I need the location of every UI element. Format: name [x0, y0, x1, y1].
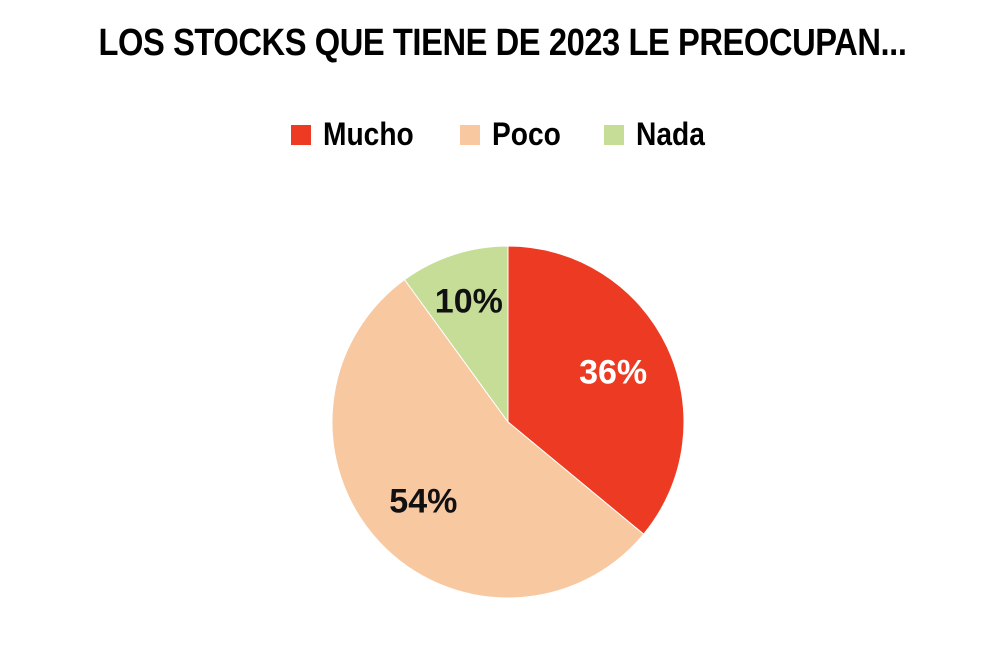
pie-slice-poco: [331, 278, 645, 599]
legend-label-mucho: Mucho: [322, 116, 414, 152]
legend-item-mucho: Mucho: [290, 116, 426, 153]
slice-label-mucho: 36%: [579, 354, 647, 392]
legend-item-poco: Poco: [459, 116, 570, 153]
legend: Mucho Poco Nada: [0, 116, 1005, 153]
slice-label-nada: 10%: [435, 282, 503, 320]
legend-swatch-poco: [459, 124, 480, 145]
legend-label-poco: Poco: [491, 116, 561, 152]
legend-item-nada: Nada: [604, 116, 714, 153]
legend-swatch-nada: [604, 124, 625, 145]
slice-label-poco: 54%: [389, 483, 457, 521]
legend-swatch-mucho: [290, 124, 311, 145]
legend-label-nada: Nada: [636, 116, 705, 152]
pie-slice-mucho: [507, 245, 685, 535]
pie-slice-nada: [403, 245, 509, 424]
chart-title: LOS STOCKS QUE TIENE DE 2023 LE PREOCUPA…: [98, 22, 907, 64]
